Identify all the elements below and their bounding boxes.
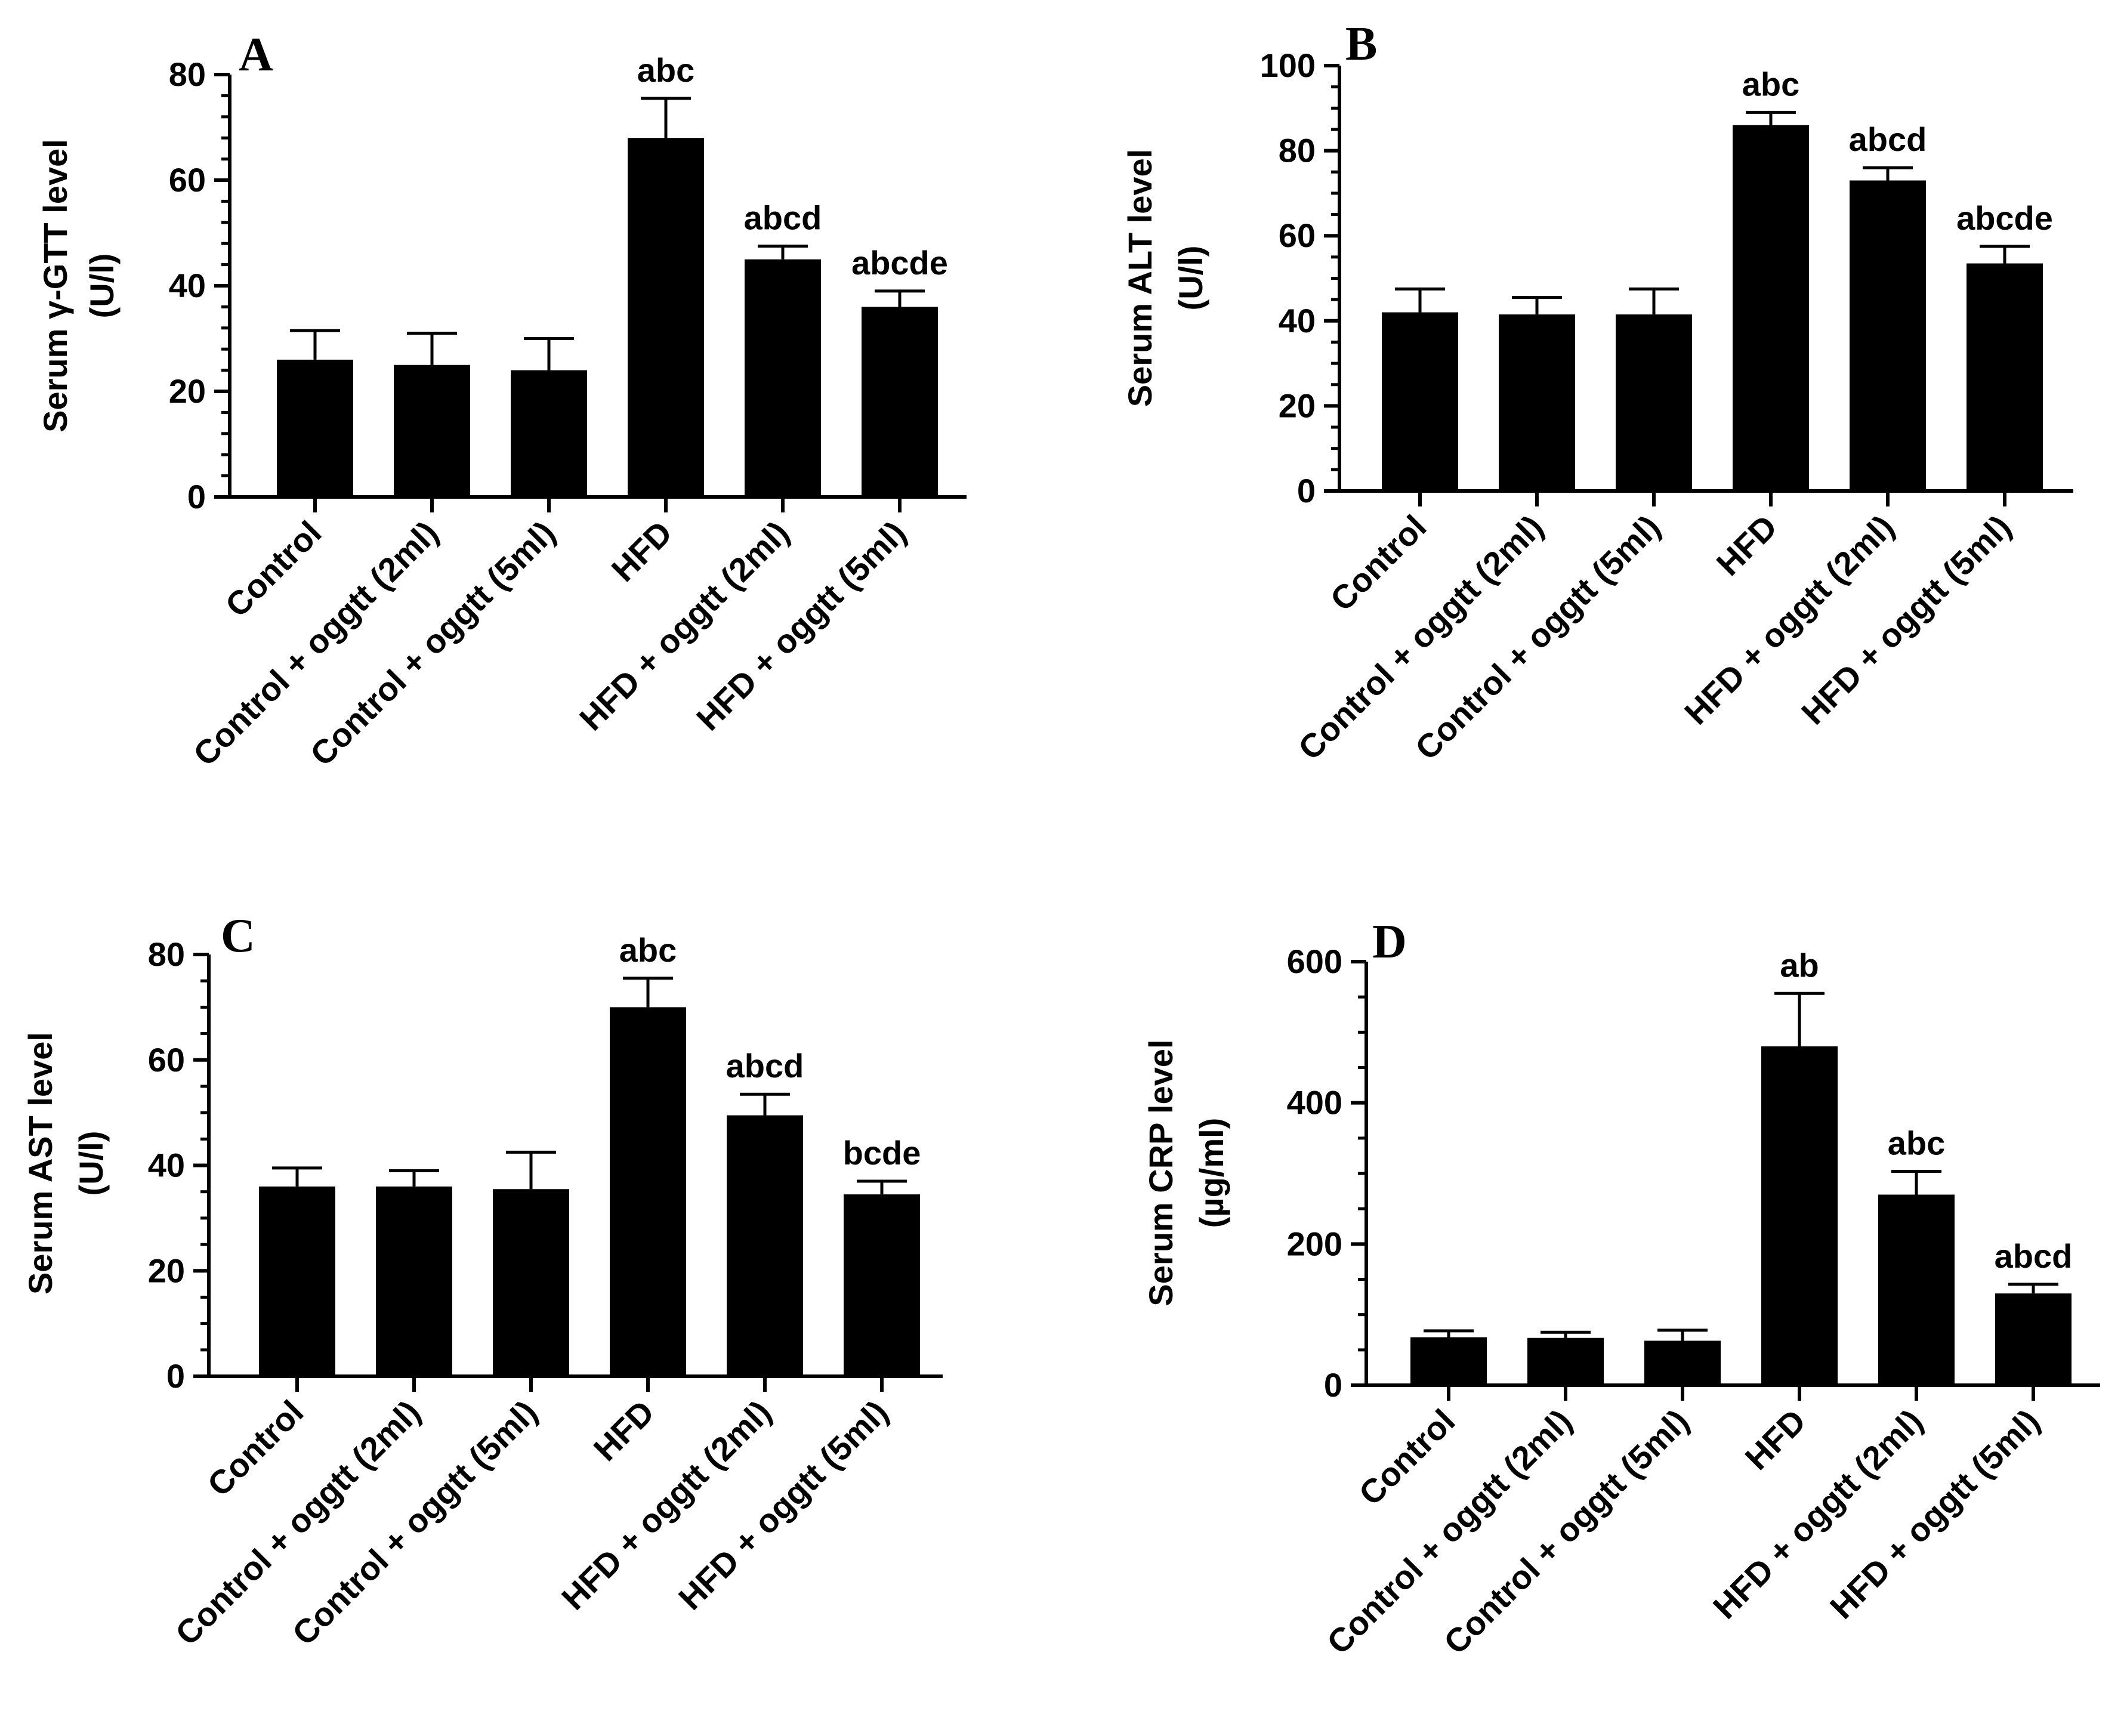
y-tick-label: 60 xyxy=(169,161,206,199)
y-tick-label: 20 xyxy=(1279,387,1316,424)
y-tick-label: 0 xyxy=(187,478,206,515)
bar xyxy=(493,1189,569,1376)
y-tick-label: 80 xyxy=(148,935,185,973)
bar xyxy=(1644,1340,1721,1385)
y-axis-unit: (U/l) xyxy=(83,254,121,319)
y-axis-title: Serum CRP level xyxy=(1142,1039,1180,1306)
y-tick-label: 60 xyxy=(148,1041,185,1079)
bar xyxy=(727,1115,803,1376)
panel-d: D 0 200 400 600 Serum CRP level (µg/ml) Control… xyxy=(1142,916,2100,1661)
panel-letter: C xyxy=(221,910,255,962)
bar xyxy=(1527,1337,1604,1385)
bar xyxy=(1967,263,2043,491)
bar xyxy=(376,1186,452,1376)
category-label: HFD + oggtt (2ml) xyxy=(572,514,797,738)
y-tick-label: 0 xyxy=(1324,1366,1342,1404)
bar xyxy=(628,138,704,497)
y-axis-title: Serum ALT level xyxy=(1121,149,1159,407)
category-label: Control xyxy=(1323,508,1433,618)
significance-label: abcde xyxy=(851,244,948,282)
y-axis-unit: (U/l) xyxy=(72,1131,110,1196)
bar xyxy=(1616,314,1692,491)
significance-label: abc xyxy=(1888,1124,1946,1162)
significance-label: abcd xyxy=(1849,121,1927,158)
category-label: HFD + oggtt (2ml) xyxy=(1677,508,1901,732)
bar xyxy=(259,1186,335,1376)
bar xyxy=(844,1194,920,1376)
bar xyxy=(1733,125,1809,491)
category-label: HFD + oggtt (5ml) xyxy=(689,514,913,738)
category-label: HFD xyxy=(586,1393,662,1468)
y-tick-label: 600 xyxy=(1287,943,1342,980)
bar xyxy=(277,359,353,497)
y-tick-label: 60 xyxy=(1279,217,1316,254)
y-tick-label: 40 xyxy=(1279,302,1316,339)
category-label: HFD + oggtt (2ml) xyxy=(554,1393,779,1617)
y-axis-unit: (U/l) xyxy=(1172,246,1209,311)
significance-label: abcde xyxy=(1956,199,2053,237)
y-axis-unit: (µg/ml) xyxy=(1193,1118,1230,1228)
category-label: Control xyxy=(1351,1402,1462,1512)
y-axis-title: Serum AST level xyxy=(21,1032,59,1295)
category-label: HFD + oggtt (5ml) xyxy=(1794,508,2018,732)
category-label: HFD xyxy=(1709,508,1785,583)
y-tick-label: 100 xyxy=(1260,47,1316,84)
bar xyxy=(1410,1337,1487,1385)
bar xyxy=(1382,312,1458,491)
significance-label: abc xyxy=(619,931,677,969)
bar xyxy=(1761,1046,1838,1385)
y-tick-label: 80 xyxy=(169,55,206,93)
panel-letter: B xyxy=(1345,18,1377,70)
y-tick-label: 40 xyxy=(169,267,206,304)
y-tick-label: 40 xyxy=(148,1147,185,1184)
y-tick-label: 20 xyxy=(169,372,206,410)
category-label: HFD xyxy=(604,514,680,589)
y-tick-label: 0 xyxy=(1297,472,1316,509)
y-tick-label: 400 xyxy=(1287,1084,1342,1122)
panel-letter: D xyxy=(1372,916,1407,968)
bar xyxy=(511,370,587,497)
bar xyxy=(1850,180,1926,491)
y-tick-label: 200 xyxy=(1287,1225,1342,1262)
category-label: HFD + oggtt (2ml) xyxy=(1706,1402,1930,1626)
y-tick-label: 0 xyxy=(166,1357,185,1395)
bar xyxy=(1995,1293,2072,1385)
category-label: Control xyxy=(200,1393,310,1503)
significance-label: ab xyxy=(1780,946,1819,984)
significance-label: abc xyxy=(1742,65,1800,103)
category-label: HFD + oggtt (5ml) xyxy=(671,1393,896,1617)
bar xyxy=(745,259,821,497)
category-label: Control xyxy=(218,514,328,624)
bar xyxy=(1499,314,1575,491)
bar xyxy=(1878,1194,1955,1385)
significance-label: abcd xyxy=(744,199,822,237)
y-tick-label: 80 xyxy=(1279,132,1316,169)
y-tick-label: 20 xyxy=(148,1252,185,1289)
significance-label: abcd xyxy=(726,1047,804,1085)
bar xyxy=(394,365,470,497)
bar xyxy=(862,307,938,497)
panel-b: B 0 20 40 60 80 100 Serum ALT level (U/l) Control… xyxy=(1121,18,2073,767)
category-label: HFD + oggtt (5ml) xyxy=(1823,1402,2047,1626)
panel-letter: A xyxy=(239,29,273,81)
significance-label: bcde xyxy=(843,1134,921,1172)
y-axis-title: Serum γ-GTT level xyxy=(36,139,74,433)
bar xyxy=(610,1007,686,1376)
significance-label: abc xyxy=(637,51,695,89)
category-label: HFD xyxy=(1738,1402,1813,1477)
significance-label: abcd xyxy=(1995,1237,2073,1275)
